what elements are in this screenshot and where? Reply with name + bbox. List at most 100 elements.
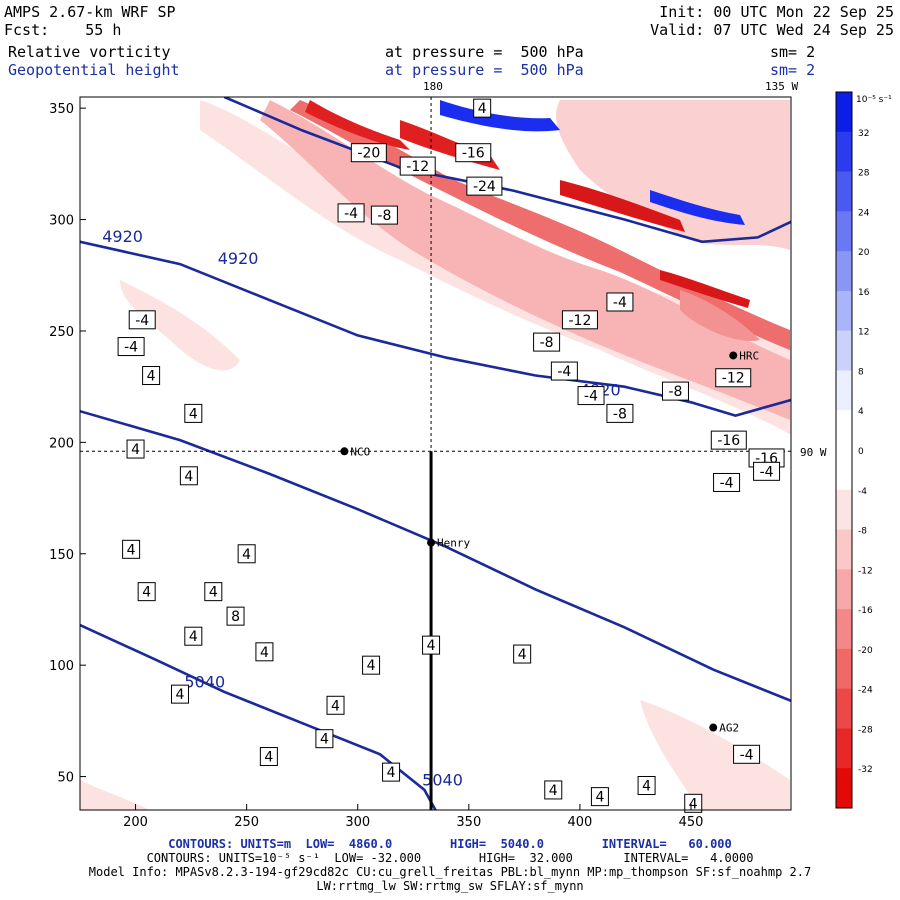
height-contour-label: 5040	[184, 672, 225, 691]
vorticity-label: 4	[642, 778, 651, 794]
vorticity-label: 4	[478, 101, 487, 117]
vorticity-label-box	[370, 205, 398, 225]
colorbar-level: -24	[858, 686, 873, 696]
footer-model-physics: LW:rrtmg_lw SW:rrtmg_sw SFLAY:sf_mynn	[316, 879, 584, 893]
vorticity-label: -4	[135, 313, 149, 329]
vorticity-label: 4	[320, 732, 329, 748]
colorbar-level: -28	[858, 725, 873, 735]
colorbar-unit: 10⁻⁵ s⁻¹	[856, 95, 892, 105]
vorticity-label: 4	[189, 406, 198, 422]
plot-frame	[79, 96, 792, 811]
vorticity-label: -4	[124, 340, 138, 356]
x-tick-label: 400	[568, 815, 593, 830]
station-label: NCO	[350, 445, 370, 458]
vorticity-label: 4	[131, 442, 140, 458]
vorticity-label-box	[715, 368, 752, 388]
vorticity-label-box	[399, 156, 436, 176]
vorticity-label-box	[137, 582, 156, 602]
vorticity-label: 4	[176, 687, 185, 703]
colorbar-level: -32	[858, 765, 873, 775]
vorticity-label: -4	[760, 464, 774, 480]
vorticity-label: 4	[549, 783, 558, 799]
vorticity-core-4	[660, 270, 750, 308]
vorticity-label-box	[713, 472, 741, 492]
vorticity-label-box	[544, 780, 563, 800]
field2-smoothing: sm= 2	[770, 61, 816, 79]
height-contour-label: 5040	[422, 770, 463, 789]
colorbar-swatch	[836, 529, 852, 570]
vorticity-label-box	[184, 626, 203, 646]
vorticity-label-box	[362, 655, 381, 675]
vorticity-label: -16	[717, 433, 740, 449]
vorticity-label-box	[753, 461, 781, 481]
vorticity-label-box	[170, 684, 189, 704]
vorticity-label: 4	[518, 647, 527, 663]
y-tick-label: 150	[49, 548, 74, 563]
station-marker	[427, 538, 436, 547]
axes-layer: 200 250 300 350 400 450 50 100 150 200 250 300 350	[49, 102, 703, 830]
colorbar-swatch	[836, 131, 852, 173]
station-label: AG2	[719, 722, 739, 735]
vorticity-label: -4	[613, 295, 627, 311]
vorticity-label: 8	[231, 609, 240, 625]
colorbar-swatch	[836, 569, 852, 610]
x-tick-label: 450	[679, 815, 704, 830]
model-title: AMPS 2.67-km WRF SP	[4, 3, 176, 21]
station-label: HRC	[739, 349, 759, 362]
height-contour-4980	[80, 409, 791, 703]
vorticity-label-layer: -20-12-16-244-4 -8-4-12-8-4-4-8-8-12-16-1…	[117, 98, 785, 813]
vorticity-label: -12	[722, 371, 745, 387]
vorticity-label: 4	[427, 638, 436, 654]
right-longitude-90w: 90 W	[800, 446, 827, 459]
colorbar-swatch	[836, 609, 852, 650]
vorticity-band-medium	[260, 100, 790, 420]
vorticity-label-box	[466, 176, 503, 196]
init-time: Init: 00 UTC Mon 22 Sep 25	[659, 3, 894, 21]
vorticity-label: 4	[264, 750, 273, 766]
vorticity-label-box	[326, 695, 345, 715]
colorbar-swatch	[836, 171, 852, 212]
valid-time: Valid: 07 UTC Wed 24 Sep 25	[650, 21, 894, 39]
vorticity-label-box	[550, 361, 578, 381]
vorticity-label-box	[204, 582, 223, 602]
vorticity-label-box	[710, 430, 747, 450]
vorticity-label-box	[259, 747, 278, 767]
vorticity-label-box	[337, 203, 365, 223]
vorticity-core-3	[560, 180, 685, 232]
y-tick-label: 200	[49, 436, 74, 451]
height-contour-layer: 49204920492050405040	[80, 97, 791, 810]
y-tick-label: 350	[49, 102, 74, 117]
colorbar-swatch	[836, 330, 852, 371]
vorticity-label: 4	[689, 796, 698, 812]
vorticity-label-box	[473, 98, 492, 118]
vorticity-label: -8	[540, 335, 554, 351]
footer-height-contours: CONTOURS: UNITS=m LOW= 4860.0 HIGH= 5040…	[168, 837, 732, 851]
vorticity-label-box	[117, 337, 145, 357]
crosshair-layer	[80, 97, 791, 810]
vorticity-label: 4	[387, 765, 396, 781]
x-tick-label: 350	[456, 815, 481, 830]
y-tick-label: 100	[49, 659, 74, 674]
colorbar-level: 4	[858, 407, 864, 417]
colorbar-level: -4	[858, 487, 867, 497]
vorticity-label: 4	[242, 547, 251, 563]
vorticity-label-box	[606, 292, 634, 312]
vorticity-label-box	[122, 539, 141, 559]
x-tick-label: 300	[345, 815, 370, 830]
field1-pressure: at pressure = 500 hPa	[385, 43, 584, 61]
vorticity-label: -4	[584, 389, 598, 405]
height-contour-5040	[80, 623, 437, 810]
forecast-hour: 55 h	[85, 21, 122, 39]
y-tick-label: 250	[49, 325, 74, 340]
field1-smoothing: sm= 2	[770, 43, 816, 61]
colorbar-level: 8	[858, 367, 864, 377]
colorbar-level: -8	[858, 527, 867, 537]
colorbar-frame	[835, 91, 853, 809]
footer-model-info: Model Info: MPASv8.2.3-194-gf29cd82c CU:…	[88, 865, 812, 879]
vorticity-label-box	[350, 143, 387, 163]
vorticity-label-box	[237, 544, 256, 564]
vorticity-patch-sw	[80, 780, 150, 810]
station-layer: NCO Henry HRC AG2	[340, 349, 759, 735]
vorticity-label-box	[422, 635, 441, 655]
